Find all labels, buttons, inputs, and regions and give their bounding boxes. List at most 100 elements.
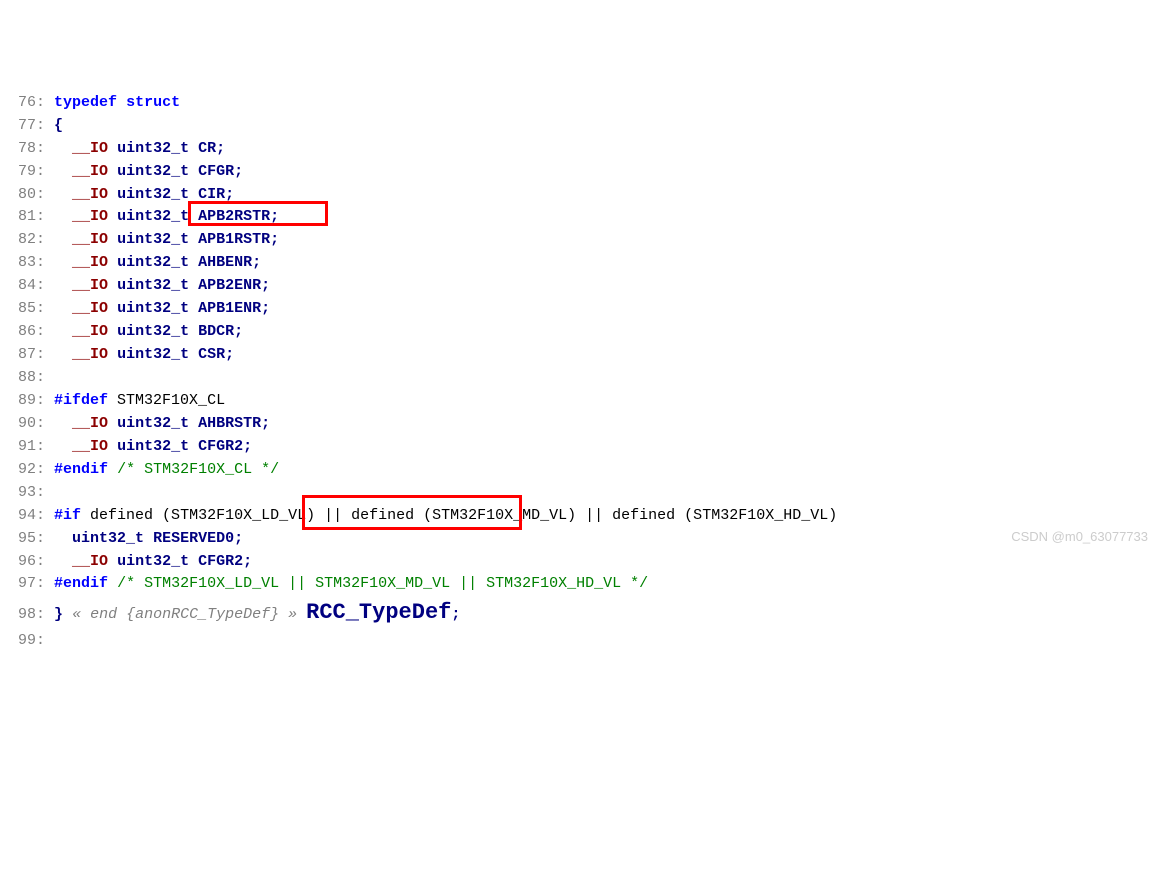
code-token: uint32_t bbox=[117, 140, 189, 157]
code-token bbox=[54, 553, 72, 570]
code-token: #endif bbox=[54, 575, 108, 592]
code-token: uint32_t bbox=[117, 254, 189, 271]
code-token bbox=[108, 415, 117, 432]
code-token: __IO bbox=[72, 346, 108, 363]
code-token bbox=[108, 163, 117, 180]
code-token bbox=[108, 231, 117, 248]
line-number: 77 bbox=[0, 115, 36, 138]
code-token: uint32_t bbox=[117, 208, 189, 225]
code-token: typedef bbox=[54, 94, 117, 111]
code-token bbox=[108, 461, 117, 478]
line-number: 83 bbox=[0, 252, 36, 275]
code-token: uint32_t bbox=[72, 530, 144, 547]
code-token bbox=[108, 323, 117, 340]
code-token bbox=[144, 530, 153, 547]
code-token: #if bbox=[54, 507, 81, 524]
code-token: || bbox=[324, 507, 342, 524]
code-token bbox=[54, 346, 72, 363]
code-token: } bbox=[54, 606, 63, 623]
line-number: 86 bbox=[0, 321, 36, 344]
code-token: ; bbox=[234, 323, 243, 340]
code-token: #ifdef bbox=[54, 392, 108, 409]
code-token bbox=[108, 346, 117, 363]
code-token: /* STM32F10X_CL */ bbox=[117, 461, 279, 478]
code-token bbox=[54, 140, 72, 157]
code-token: RCC_TypeDef bbox=[306, 600, 451, 625]
code-token bbox=[54, 186, 72, 203]
code-token bbox=[54, 300, 72, 317]
code-token bbox=[189, 323, 198, 340]
code-token: CFGR2 bbox=[198, 438, 243, 455]
code-token bbox=[54, 530, 72, 547]
line-number: 79 bbox=[0, 161, 36, 184]
code-token: ; bbox=[261, 300, 270, 317]
code-token: ; bbox=[261, 415, 270, 432]
code-token: ; bbox=[234, 530, 243, 547]
code-line: 95: uint32_t RESERVED0; bbox=[0, 528, 1158, 551]
code-line: 90: __IO uint32_t AHBRSTR; bbox=[0, 413, 1158, 436]
code-token bbox=[189, 231, 198, 248]
code-token: __IO bbox=[72, 254, 108, 271]
code-token bbox=[108, 254, 117, 271]
code-token: ; bbox=[270, 208, 279, 225]
code-token: { bbox=[54, 117, 63, 134]
watermark-text: CSDN @m0_63077733 bbox=[1011, 527, 1148, 547]
code-token bbox=[189, 415, 198, 432]
code-token: APB1RSTR bbox=[198, 231, 270, 248]
code-token: ; bbox=[270, 231, 279, 248]
code-token: #endif bbox=[54, 461, 108, 478]
code-token: __IO bbox=[72, 323, 108, 340]
code-token: ; bbox=[252, 254, 261, 271]
code-token: STM32F10X_CL bbox=[108, 392, 225, 409]
code-token bbox=[297, 606, 306, 623]
code-line: 88: bbox=[0, 367, 1158, 390]
code-token bbox=[108, 438, 117, 455]
code-token: __IO bbox=[72, 186, 108, 203]
line-number: 81 bbox=[0, 206, 36, 229]
code-token: AHBENR bbox=[198, 254, 252, 271]
code-token: __IO bbox=[72, 415, 108, 432]
code-token: APB1ENR bbox=[198, 300, 261, 317]
code-line: 93: bbox=[0, 482, 1158, 505]
code-token bbox=[189, 346, 198, 363]
code-line: 85: __IO uint32_t APB1ENR; bbox=[0, 298, 1158, 321]
line-number: 90 bbox=[0, 413, 36, 436]
code-token: __IO bbox=[72, 208, 108, 225]
code-token: || bbox=[585, 507, 603, 524]
code-token: CSR bbox=[198, 346, 225, 363]
code-token: ; bbox=[225, 186, 234, 203]
code-token: CR bbox=[198, 140, 216, 157]
line-number: 95 bbox=[0, 528, 36, 551]
code-token bbox=[189, 300, 198, 317]
code-editor: 76: typedef struct77: {78: __IO uint32_t… bbox=[0, 92, 1158, 653]
code-token bbox=[108, 208, 117, 225]
code-token bbox=[54, 254, 72, 271]
code-token: defined (STM32F10X_LD_VL) bbox=[81, 507, 324, 524]
code-line: 78: __IO uint32_t CR; bbox=[0, 138, 1158, 161]
line-number: 91 bbox=[0, 436, 36, 459]
code-token: CFGR bbox=[198, 163, 234, 180]
code-token: uint32_t bbox=[117, 415, 189, 432]
code-token bbox=[108, 575, 117, 592]
line-number: 96 bbox=[0, 551, 36, 574]
code-token bbox=[54, 231, 72, 248]
code-token bbox=[108, 553, 117, 570]
code-token: ; bbox=[261, 277, 270, 294]
line-number: 87 bbox=[0, 344, 36, 367]
code-token: AHBRSTR bbox=[198, 415, 261, 432]
code-token: uint32_t bbox=[117, 323, 189, 340]
code-token: uint32_t bbox=[117, 231, 189, 248]
code-token bbox=[189, 163, 198, 180]
code-token: APB2RSTR bbox=[198, 208, 270, 225]
code-token: CFGR2 bbox=[198, 553, 243, 570]
code-token: uint32_t bbox=[117, 553, 189, 570]
code-line: 80: __IO uint32_t CIR; bbox=[0, 184, 1158, 207]
code-token bbox=[108, 140, 117, 157]
code-token bbox=[189, 208, 198, 225]
code-line: 97: #endif /* STM32F10X_LD_VL || STM32F1… bbox=[0, 573, 1158, 596]
code-token: RESERVED0 bbox=[153, 530, 234, 547]
code-token: ; bbox=[234, 163, 243, 180]
code-line: 81: __IO uint32_t APB2RSTR; bbox=[0, 206, 1158, 229]
code-line: 98: } « end {anonRCC_TypeDef} » RCC_Type… bbox=[0, 596, 1158, 630]
code-token: struct bbox=[126, 94, 180, 111]
